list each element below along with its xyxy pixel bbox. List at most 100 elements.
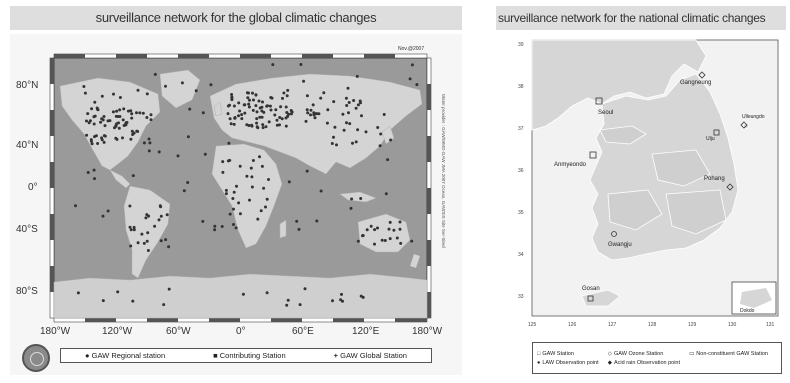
station-dot xyxy=(399,241,403,245)
station-dot xyxy=(268,104,272,108)
station-markers xyxy=(74,63,419,307)
lon-label-60w: 60°W xyxy=(166,326,191,337)
station-dot xyxy=(238,164,242,168)
svg-text:126: 126 xyxy=(568,322,577,328)
station-dot xyxy=(159,205,163,209)
station-dot xyxy=(264,125,268,129)
lon-label-60e: 60°E xyxy=(292,326,314,337)
station-dot xyxy=(241,292,245,296)
place-gangneung: Gangneung xyxy=(680,80,711,86)
station-dot xyxy=(356,239,360,243)
station-dot xyxy=(278,116,282,119)
legend-item-contributing: ■ Contributing Station xyxy=(213,351,286,360)
station-dot xyxy=(279,105,283,109)
station-dot xyxy=(245,174,249,178)
australia xyxy=(357,213,411,253)
station-dot xyxy=(99,120,103,124)
station-dot xyxy=(101,118,105,122)
station-dot xyxy=(117,121,120,125)
station-dot xyxy=(398,220,402,224)
station-dot xyxy=(267,178,270,181)
station-dot xyxy=(147,149,151,153)
station-dot xyxy=(313,116,317,120)
station-dot xyxy=(111,110,115,114)
station-dot xyxy=(159,214,163,218)
station-dot xyxy=(140,232,144,236)
station-dot xyxy=(340,292,343,296)
station-dot xyxy=(361,234,364,238)
station-dot xyxy=(128,204,132,208)
station-dot xyxy=(298,303,302,307)
station-dot xyxy=(259,209,263,213)
station-dot xyxy=(364,130,368,134)
station-dot xyxy=(315,219,319,223)
gangneung-marker xyxy=(698,71,706,79)
station-dot xyxy=(243,103,247,107)
station-dot xyxy=(89,139,93,143)
station-dot xyxy=(141,111,145,115)
station-dot xyxy=(256,126,260,130)
station-dot xyxy=(258,106,262,110)
station-dot xyxy=(112,92,115,96)
global-legend: ● GAW Regional station ■ Contributing St… xyxy=(60,348,432,363)
station-dot xyxy=(335,143,338,147)
svg-text:125: 125 xyxy=(528,322,537,328)
lat-label-80s: 80°S xyxy=(16,286,38,297)
gwangju-marker xyxy=(611,231,617,237)
lat-label-40s: 40°S xyxy=(16,224,38,235)
station-dot xyxy=(246,96,250,100)
station-dot xyxy=(153,72,157,76)
station-dot xyxy=(255,110,259,114)
station-dot xyxy=(262,186,266,190)
africa xyxy=(211,143,283,249)
station-dot xyxy=(153,224,157,228)
central-america xyxy=(109,169,131,189)
place-ulju: Ulju xyxy=(706,136,715,142)
station-dot xyxy=(116,290,120,294)
station-dot xyxy=(273,113,277,117)
station-dot xyxy=(102,134,106,138)
lon-label-180w: 180°W xyxy=(40,326,71,337)
station-dot xyxy=(248,98,251,102)
station-dot xyxy=(149,113,153,117)
station-dot xyxy=(226,104,230,108)
station-dot xyxy=(285,94,289,98)
station-dot xyxy=(330,142,334,145)
station-dot xyxy=(309,108,313,112)
station-dot xyxy=(281,96,284,100)
global-map-panel: 80°N 40°N 0° 40°S 80°S 180°W 120°W 60°W … xyxy=(10,34,462,375)
gosan-marker xyxy=(587,295,594,302)
station-dot xyxy=(339,298,343,302)
lon-label-180w-right: 180°W xyxy=(412,326,443,337)
korea-lat-ticks: 39 38 37 36 35 34 33 xyxy=(518,42,524,300)
station-dot xyxy=(309,113,312,117)
station-dot xyxy=(332,135,335,139)
station-dot xyxy=(83,91,87,95)
station-dot xyxy=(142,141,146,145)
station-dot xyxy=(129,137,133,141)
korea-lon-ticks: 125 126 127 128 129 130 131 xyxy=(528,322,775,328)
station-dot xyxy=(90,142,94,146)
station-dot xyxy=(194,89,198,93)
station-dot xyxy=(149,118,153,122)
station-dot xyxy=(228,158,232,162)
station-dot xyxy=(232,104,236,108)
station-dot xyxy=(314,112,318,116)
station-dot xyxy=(373,228,377,232)
global-map[interactable]: 80°N 40°N 0° 40°S 80°S 180°W 120°W 60°W … xyxy=(10,34,462,375)
station-dot xyxy=(410,239,414,243)
korea-map[interactable]: Seoul Gangneung Ulleungdo Ulju Anmyeondo… xyxy=(496,34,786,344)
svg-text:33: 33 xyxy=(518,294,524,300)
station-dot xyxy=(145,92,149,96)
north-korea xyxy=(531,39,707,131)
station-dot xyxy=(258,115,262,119)
legend-acid-rain: ◆ Acid rain Observation point xyxy=(607,359,681,366)
station-dot xyxy=(159,239,163,243)
station-dot xyxy=(355,74,359,78)
station-dot xyxy=(326,108,330,112)
station-dot xyxy=(261,126,265,130)
continents xyxy=(59,69,423,279)
station-dot xyxy=(230,98,234,102)
station-dot xyxy=(224,192,228,196)
station-dot xyxy=(254,104,258,108)
